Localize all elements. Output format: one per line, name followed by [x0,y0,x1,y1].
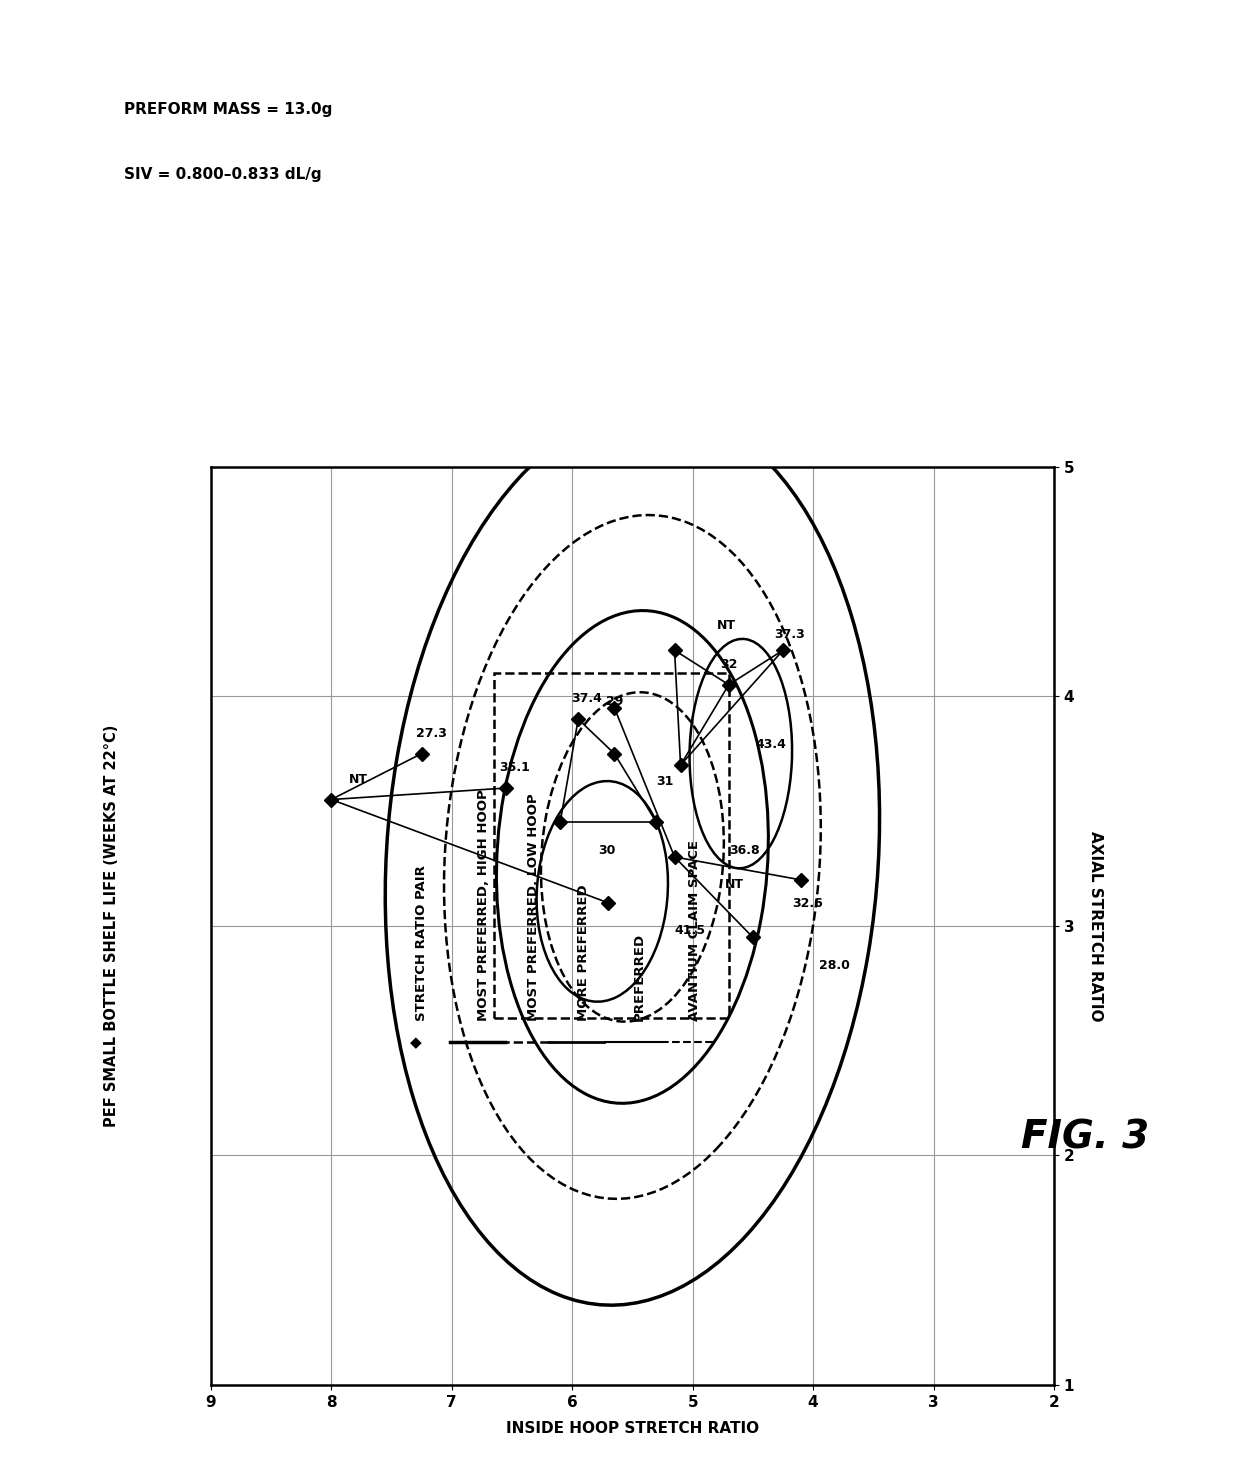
Text: PREFERRED: PREFERRED [632,933,645,1021]
Text: 32.6: 32.6 [792,897,823,910]
Text: PEF SMALL BOTTLE SHELF LIFE (WEEKS AT 22°C): PEF SMALL BOTTLE SHELF LIFE (WEEKS AT 22… [104,725,119,1127]
Text: MOST PREFERRED, LOW HOOP: MOST PREFERRED, LOW HOOP [527,793,539,1021]
Text: 29: 29 [606,694,624,707]
Text: PREFORM MASS = 13.0g: PREFORM MASS = 13.0g [124,102,332,117]
Text: 35.1: 35.1 [498,761,529,774]
Y-axis label: AXIAL STRETCH RATIO: AXIAL STRETCH RATIO [1089,831,1104,1021]
Text: 37.3: 37.3 [775,628,805,642]
Text: FIG. 3: FIG. 3 [1021,1118,1149,1156]
Bar [494,674,729,1018]
Text: MOST PREFERRED, HIGH HOOP: MOST PREFERRED, HIGH HOOP [477,789,490,1021]
Text: 43.4: 43.4 [755,738,786,751]
Text: ◆: ◆ [409,1035,422,1050]
Text: 31: 31 [656,776,673,787]
Text: 28.0: 28.0 [820,959,849,971]
Text: 36.8: 36.8 [729,844,759,857]
Text: 41.5: 41.5 [675,924,706,937]
Text: STRETCH RATIO PAIR: STRETCH RATIO PAIR [415,865,428,1021]
Text: NT: NT [717,618,735,631]
Text: 37.4: 37.4 [570,693,601,706]
Text: 27.3: 27.3 [415,728,446,739]
Text: NT: NT [725,878,744,891]
Text: NT: NT [350,773,368,786]
Text: SIV = 0.800–0.833 dL/g: SIV = 0.800–0.833 dL/g [124,168,321,182]
Text: 30: 30 [599,844,616,857]
Text: MORE PREFERRED: MORE PREFERRED [577,884,589,1021]
X-axis label: INSIDE HOOP STRETCH RATIO: INSIDE HOOP STRETCH RATIO [506,1422,759,1436]
Text: AVANTIUM CLAIM SPACE: AVANTIUM CLAIM SPACE [688,840,701,1021]
Text: 32: 32 [720,658,738,671]
